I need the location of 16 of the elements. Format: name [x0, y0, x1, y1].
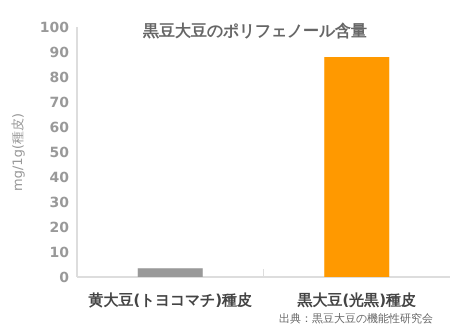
- y-tick-label: 20: [50, 220, 70, 236]
- y-tick-label: 80: [50, 70, 70, 86]
- y-tick-label: 10: [50, 245, 70, 261]
- y-tick-label: 60: [50, 120, 70, 136]
- y-tick-label: 90: [50, 45, 70, 61]
- chart-title: 黒豆大豆のポリフェノール含量: [142, 21, 367, 40]
- y-tick-label: 70: [50, 95, 70, 111]
- x-tick-label: 黄大豆(トヨコマチ)種皮: [87, 291, 252, 309]
- y-tick-label: 100: [40, 20, 70, 36]
- y-axis-title: mg/1g(種皮): [11, 113, 26, 191]
- y-tick-label: 0: [59, 270, 70, 286]
- source-note: 出典：黒豆大豆の機能性研究会: [279, 312, 433, 325]
- y-tick-label: 40: [50, 170, 70, 186]
- x-tick-label: 黒大豆(光黒)種皮: [296, 291, 416, 309]
- y-tick-label: 50: [50, 145, 70, 161]
- y-tick-label: 30: [50, 195, 70, 211]
